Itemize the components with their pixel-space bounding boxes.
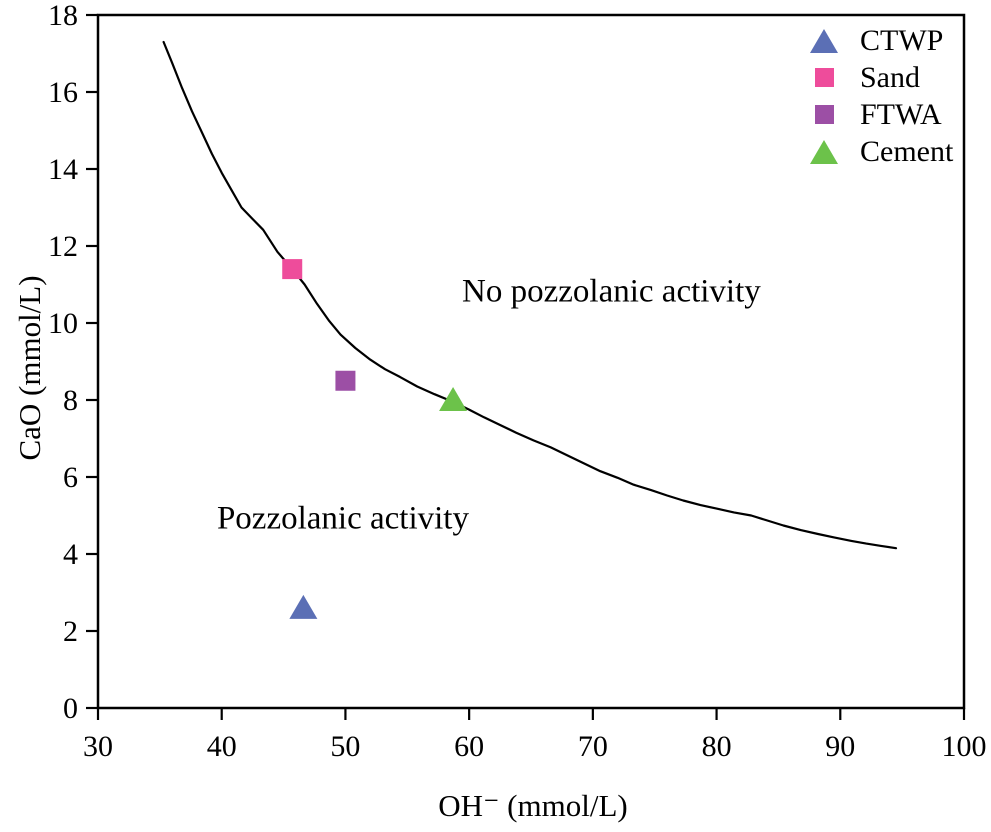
x-axis-title: OH⁻ (mmol/L) (438, 788, 628, 823)
y-tick-label: 2 (63, 615, 78, 648)
legend-label-cement: Cement (860, 134, 954, 168)
marker-sand (282, 259, 303, 280)
x-tick-label: 70 (578, 730, 608, 763)
ctwp-triangle-icon (806, 27, 842, 55)
legend-item-ftwa: FTWA (806, 96, 953, 133)
annotation-pozzolanic-activity: Pozzolanic activity (216, 500, 469, 537)
y-tick-label: 8 (63, 384, 78, 417)
y-tick-label: 12 (48, 230, 78, 263)
x-tick-label: 80 (702, 730, 732, 763)
legend-label-ftwa: FTWA (860, 97, 942, 131)
x-tick-label: 30 (83, 730, 113, 763)
y-axis-title: CaO (mmol/L) (12, 275, 47, 461)
x-tick-label: 90 (825, 730, 855, 763)
ftwa-square-icon (806, 101, 842, 129)
annotation-no-pozzolanic-activity: No pozzolanic activity (462, 273, 761, 310)
y-tick-label: 6 (63, 461, 78, 494)
legend-item-cement: Cement (806, 133, 953, 170)
x-tick-label: 40 (207, 730, 237, 763)
marker-cement (439, 387, 468, 411)
y-tick-label: 4 (63, 538, 78, 571)
legend-label-ctwp: CTWP (860, 23, 944, 57)
y-tick-label: 18 (48, 0, 78, 32)
y-tick-label: 14 (48, 153, 78, 186)
y-tick-label: 16 (48, 76, 78, 109)
plot-frame (96, 13, 966, 710)
x-tick-label: 50 (330, 730, 360, 763)
sand-square-icon (806, 64, 842, 92)
legend-label-sand: Sand (860, 60, 920, 94)
solubility-curve (162, 40, 898, 550)
marker-ctwp (289, 594, 318, 619)
y-tick-label: 0 (63, 692, 78, 725)
x-tick-label: 60 (454, 730, 484, 763)
y-tick-label: 10 (48, 307, 78, 340)
legend: CTWP Sand FTWA Cement (806, 22, 953, 170)
x-tick-label: 100 (942, 730, 987, 763)
legend-item-ctwp: CTWP (806, 22, 953, 59)
legend-item-sand: Sand (806, 59, 953, 96)
marker-ftwa (335, 370, 356, 391)
cement-triangle-icon (806, 138, 842, 166)
